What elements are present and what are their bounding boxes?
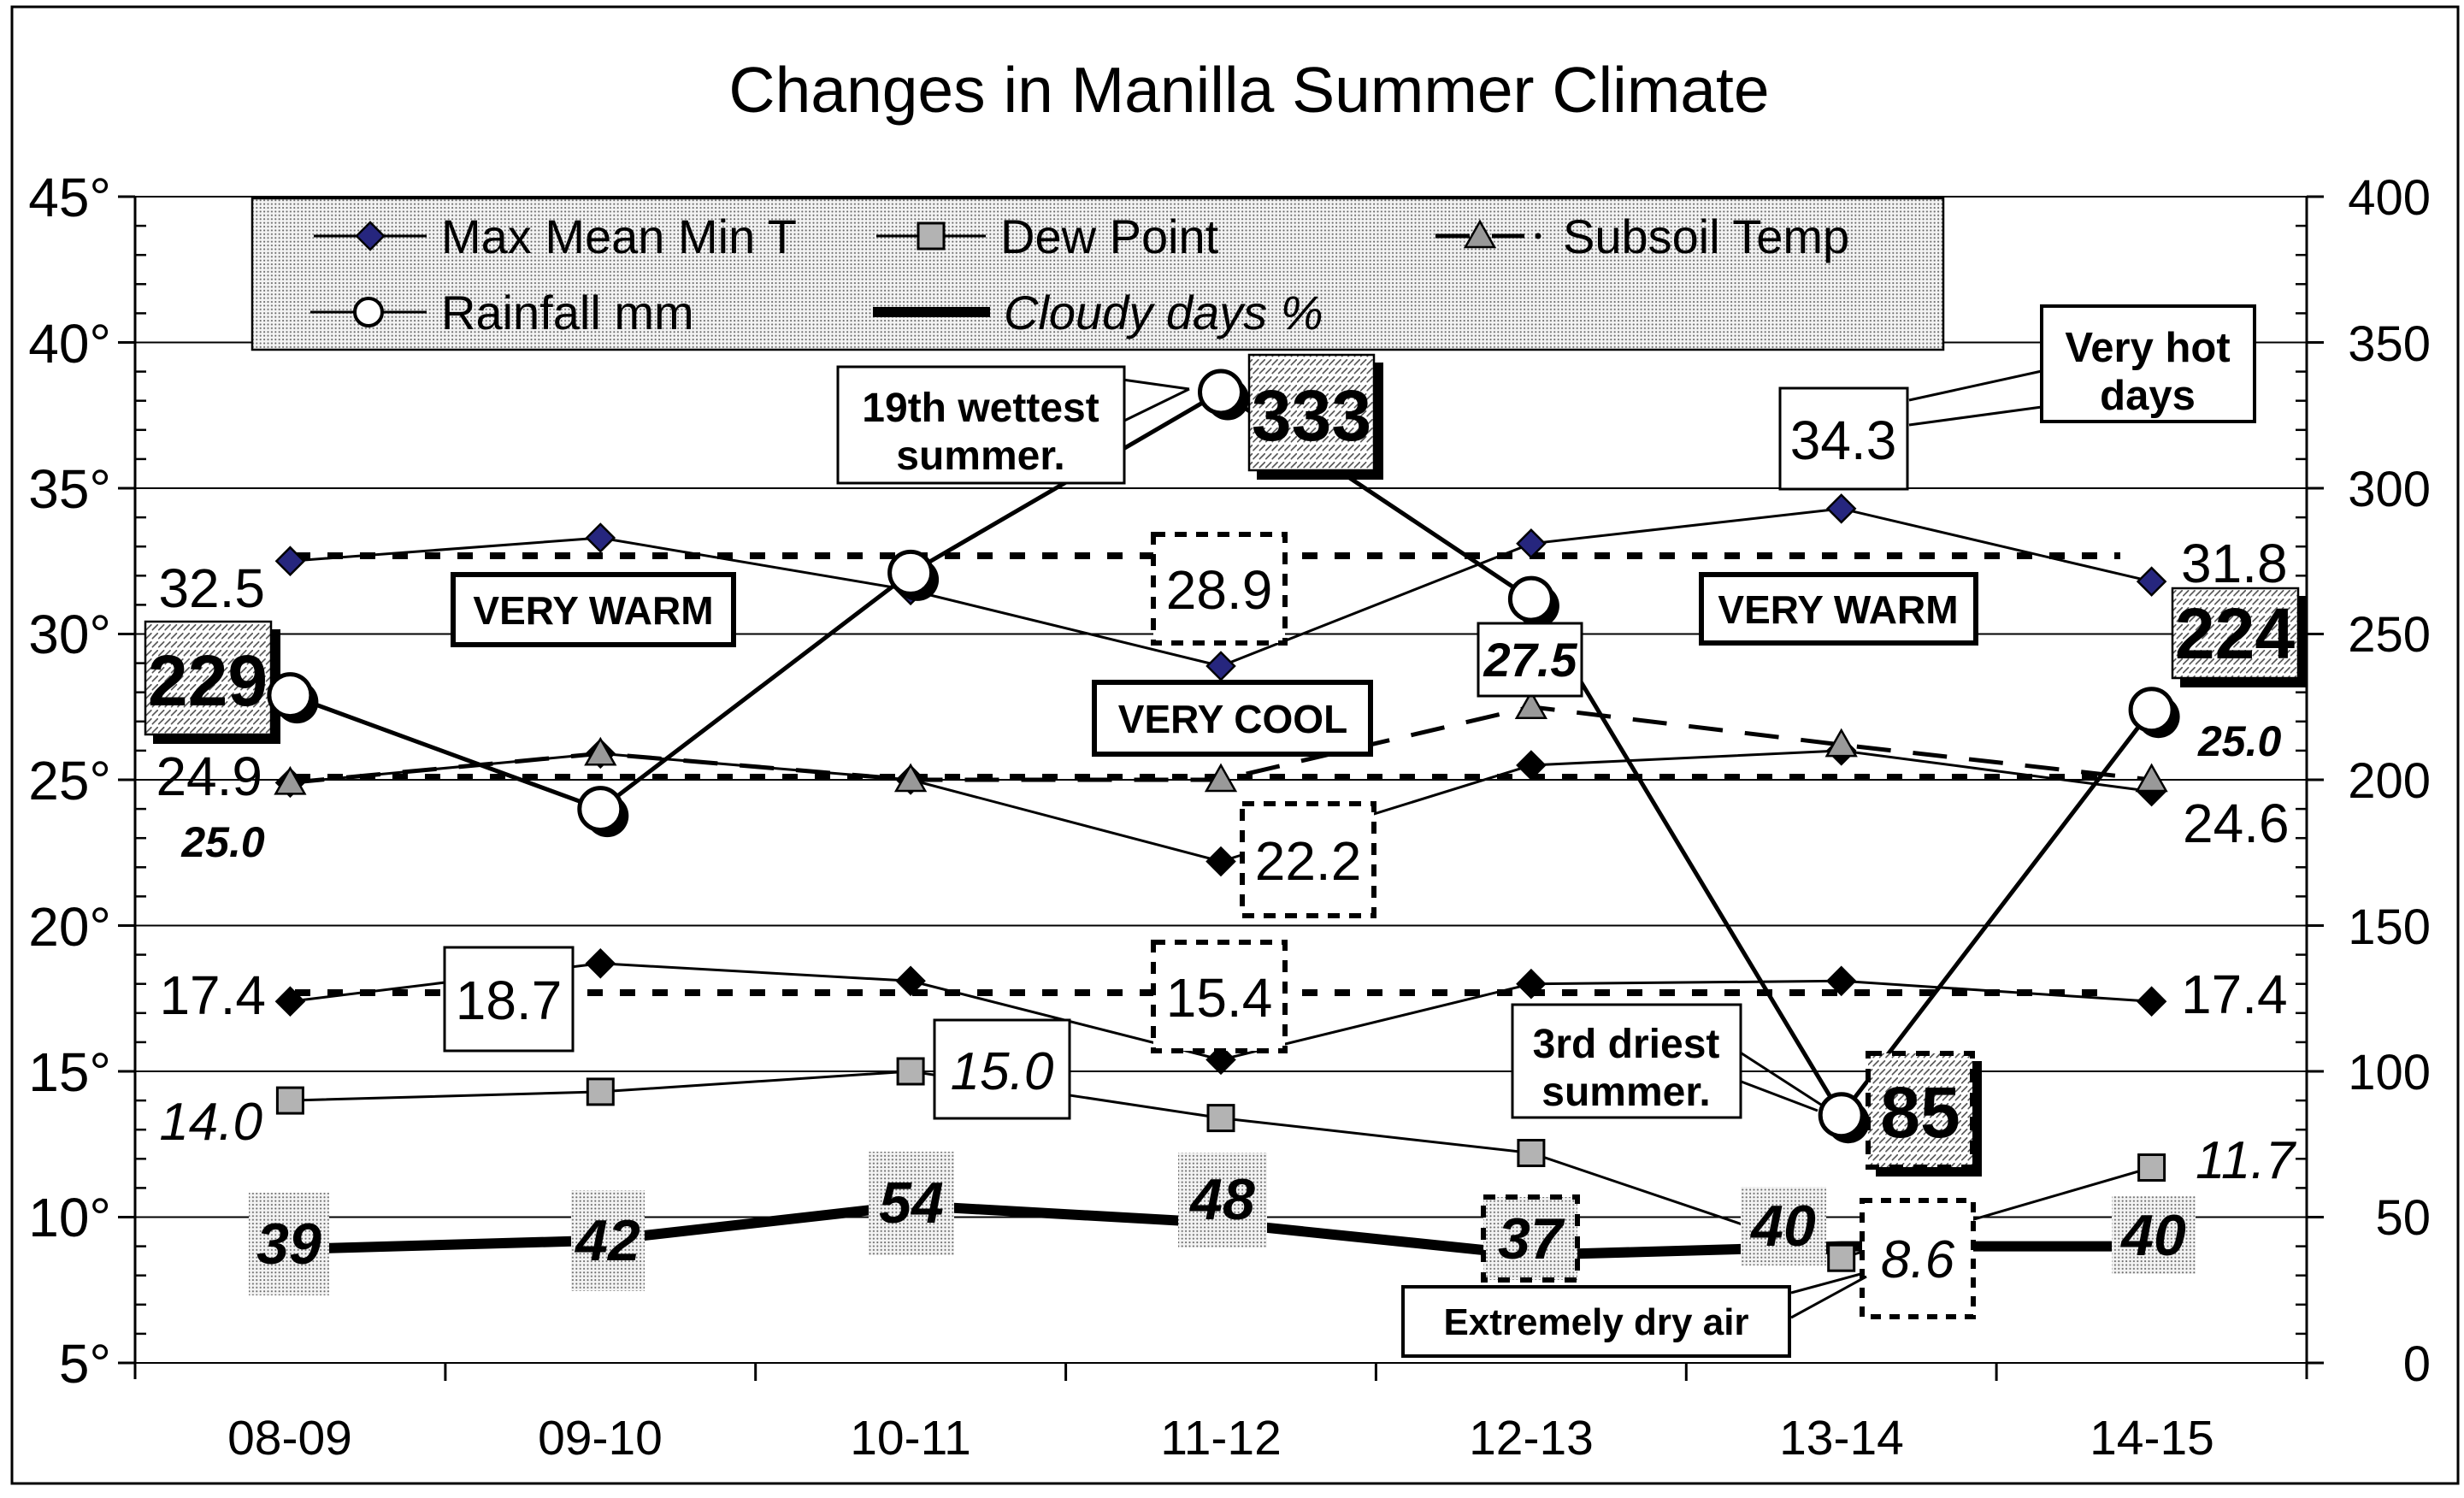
svg-text:31.8: 31.8: [2181, 533, 2288, 594]
svg-text:15.0: 15.0: [951, 1042, 1054, 1101]
svg-text:11.7: 11.7: [2196, 1131, 2297, 1190]
svg-text:333: 333: [1252, 375, 1371, 456]
svg-text:37: 37: [1498, 1206, 1565, 1271]
svg-text:350: 350: [2348, 316, 2431, 372]
svg-text:229: 229: [148, 640, 268, 721]
svg-text:Dew Point: Dew Point: [1000, 209, 1219, 263]
svg-text:14.0: 14.0: [159, 1093, 262, 1152]
svg-text:45°: 45°: [28, 167, 111, 228]
svg-text:09-10: 09-10: [538, 1411, 663, 1466]
svg-text:Extremely dry air: Extremely dry air: [1443, 1301, 1748, 1343]
svg-text:Subsoil Temp: Subsoil Temp: [1563, 209, 1849, 263]
svg-text:250: 250: [2348, 607, 2431, 663]
svg-text:100: 100: [2348, 1045, 2431, 1100]
svg-text:14-15: 14-15: [2090, 1411, 2214, 1466]
svg-text:34.3: 34.3: [1790, 410, 1897, 471]
svg-text:17.4: 17.4: [159, 964, 266, 1026]
svg-text:35°: 35°: [28, 458, 111, 520]
svg-text:Cloudy days %: Cloudy days %: [1004, 286, 1323, 339]
svg-text:200: 200: [2348, 753, 2431, 809]
svg-text:32.5: 32.5: [158, 557, 265, 619]
svg-text:17.4: 17.4: [2181, 964, 2288, 1025]
svg-text:Very hot: Very hot: [2065, 325, 2230, 371]
svg-text:Rainfall mm: Rainfall mm: [441, 286, 694, 339]
svg-text:days: days: [2100, 373, 2196, 419]
svg-text:42: 42: [574, 1208, 640, 1273]
svg-text:VERY WARM: VERY WARM: [473, 588, 713, 633]
svg-text:12-13: 12-13: [1469, 1411, 1594, 1466]
svg-text:summer.: summer.: [1541, 1070, 1710, 1115]
svg-text:08-09: 08-09: [227, 1411, 352, 1466]
svg-text:39: 39: [256, 1212, 321, 1277]
svg-text:8.6: 8.6: [1881, 1230, 1955, 1289]
svg-text:VERY WARM: VERY WARM: [1718, 587, 1958, 632]
svg-text:20°: 20°: [28, 896, 111, 958]
svg-text:25.0: 25.0: [180, 818, 265, 866]
svg-text:25.0: 25.0: [2197, 717, 2282, 765]
svg-text:54: 54: [879, 1171, 944, 1236]
svg-text:25°: 25°: [28, 750, 111, 811]
svg-text:40: 40: [2119, 1203, 2186, 1268]
svg-text:48: 48: [1188, 1167, 1255, 1232]
svg-text:24.9: 24.9: [156, 746, 262, 807]
svg-text:Max Mean Min T: Max Mean Min T: [441, 209, 797, 263]
svg-text:10°: 10°: [28, 1187, 111, 1248]
svg-text:VERY COOL: VERY COOL: [1118, 697, 1347, 741]
svg-text:24.6: 24.6: [2183, 793, 2290, 854]
svg-text:400: 400: [2348, 170, 2431, 226]
svg-text:0: 0: [2403, 1336, 2431, 1392]
svg-text:85: 85: [1880, 1072, 1960, 1153]
svg-text:11-12: 11-12: [1160, 1411, 1282, 1466]
svg-text:150: 150: [2348, 899, 2431, 955]
svg-text:summer.: summer.: [896, 433, 1064, 479]
svg-text:40°: 40°: [28, 313, 111, 374]
svg-text:Changes in Manilla Summer Clim: Changes in Manilla Summer Climate: [728, 54, 1769, 126]
svg-text:10-11: 10-11: [850, 1411, 971, 1466]
svg-text:15°: 15°: [28, 1041, 111, 1103]
svg-text:18.7: 18.7: [456, 970, 563, 1031]
svg-text:300: 300: [2348, 462, 2431, 517]
svg-text:15.4: 15.4: [1166, 967, 1273, 1029]
svg-text:224: 224: [2175, 593, 2295, 674]
svg-text:30°: 30°: [28, 604, 111, 665]
svg-text:13-14: 13-14: [1779, 1411, 1904, 1466]
svg-text:50: 50: [2375, 1190, 2431, 1246]
svg-text:19th wettest: 19th wettest: [862, 386, 1099, 431]
svg-text:3rd driest: 3rd driest: [1533, 1022, 1720, 1067]
svg-text:22.2: 22.2: [1255, 830, 1362, 892]
svg-text:28.9: 28.9: [1166, 559, 1273, 621]
svg-text:40: 40: [1749, 1194, 1816, 1259]
svg-text:5°: 5°: [59, 1333, 111, 1395]
svg-text:27.5: 27.5: [1483, 633, 1578, 687]
